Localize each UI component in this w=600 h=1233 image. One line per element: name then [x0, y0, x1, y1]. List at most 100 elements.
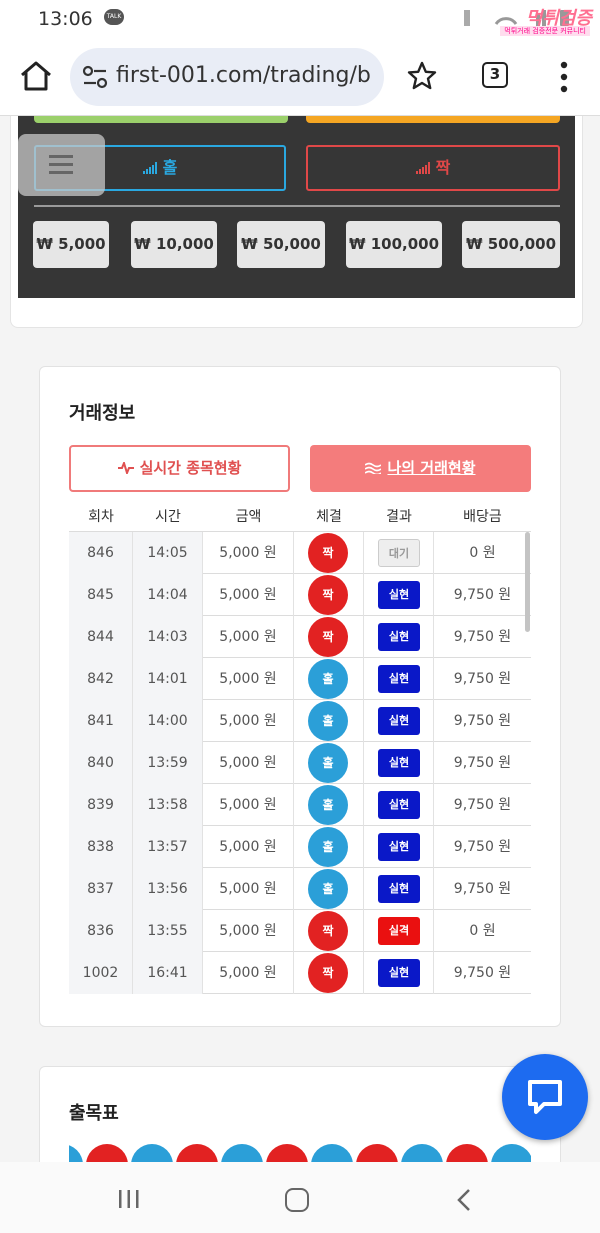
result-badge: 실현: [378, 959, 420, 987]
result-dot: [69, 1144, 83, 1162]
cell-time: 13:56: [133, 868, 203, 910]
even-bet-button[interactable]: 짝: [306, 145, 560, 191]
nav-home-icon[interactable]: [285, 1188, 309, 1212]
chat-button[interactable]: [502, 1054, 588, 1140]
pick-ball: 짝: [308, 533, 348, 573]
cell-payout: 9,750 원: [453, 629, 512, 645]
table-row: 844 14:03 5,000 원 짝 실현 9,750 원: [69, 616, 531, 658]
result-dot: [446, 1144, 488, 1162]
cell-round: 839: [69, 784, 133, 826]
col-round: 회차: [88, 509, 114, 525]
cell-time: 14:00: [133, 700, 203, 742]
cell-time: 14:04: [133, 574, 203, 616]
green-bar: [34, 116, 288, 123]
cell-amount: 5,000 원: [203, 952, 294, 994]
amount-button-5000[interactable]: ₩ 5,000: [33, 221, 109, 268]
cell-time: 13:59: [133, 742, 203, 784]
more-menu-icon[interactable]: [556, 60, 572, 94]
cell-result: 실현: [364, 616, 434, 658]
recent-apps-icon[interactable]: [118, 1189, 140, 1209]
browser-toolbar: first-001.com/trading/b 3: [0, 38, 600, 116]
table-row: 1002 16:41 5,000 원 짝 실현 9,750 원: [69, 952, 531, 994]
amount-button-100000[interactable]: ₩ 100,000: [346, 221, 442, 268]
tab-switcher-button[interactable]: 3: [482, 62, 508, 88]
cell-pick: 짝: [294, 952, 364, 994]
trade-table[interactable]: 846 14:05 5,000 원 짝 대기 0 원 845 14:04 5,000 원 짝 실현 9…: [69, 531, 531, 996]
back-icon[interactable]: [456, 1188, 472, 1212]
cell-result: 실현: [364, 742, 434, 784]
table-row: 836 13:55 5,000 원 짝 실격 0 원: [69, 910, 531, 952]
cell-round: 842: [69, 658, 133, 700]
cell-time: 13:55: [133, 910, 203, 952]
amount-button-500000[interactable]: ₩ 500,000: [462, 221, 560, 268]
cell-payout: 0 원: [469, 545, 496, 561]
cell-round: 837: [69, 868, 133, 910]
cell-time: 14:05: [133, 532, 203, 574]
kakaotalk-icon: TALK: [104, 9, 124, 25]
bookmark-star-icon[interactable]: [406, 60, 438, 92]
result-dot: [401, 1144, 443, 1162]
cell-round: 840: [69, 742, 133, 784]
cell-time: 16:41: [133, 952, 203, 994]
cell-payout: 9,750 원: [453, 671, 512, 687]
system-status-icons: [464, 10, 569, 26]
cell-pick: 짝: [294, 910, 364, 952]
cell-time: 14:01: [133, 658, 203, 700]
cell-payout: 9,750 원: [453, 587, 512, 603]
result-badge: 실현: [378, 665, 420, 693]
tab-live-label: 실시간 종목현황: [139, 459, 242, 477]
url-text[interactable]: first-001.com/trading/b: [116, 63, 371, 88]
cell-time: 13:57: [133, 826, 203, 868]
cell-pick: 홀: [294, 826, 364, 868]
cell-payout: 9,750 원: [453, 797, 512, 813]
cell-result: 실현: [364, 784, 434, 826]
cell-pick: 짝: [294, 574, 364, 616]
result-dot: [131, 1144, 173, 1162]
table-row: 846 14:05 5,000 원 짝 대기 0 원: [69, 532, 531, 574]
result-chart-title: 출목표: [69, 1103, 119, 1124]
table-row: 841 14:00 5,000 원 홀 실현 9,750 원: [69, 700, 531, 742]
android-nav-bar: [0, 1162, 600, 1233]
cell-round: 846: [69, 532, 133, 574]
result-badge: 실현: [378, 581, 420, 609]
table-scrollbar[interactable]: [525, 532, 530, 632]
result-dot: [176, 1144, 218, 1162]
signal-icon: [415, 162, 430, 174]
col-pick: 체결: [316, 509, 342, 525]
site-settings-icon[interactable]: [82, 65, 108, 89]
watermark-subtitle: 먹튀거래 검증전문 커뮤니티: [500, 26, 590, 36]
amount-button-10000[interactable]: ₩ 10,000: [131, 221, 217, 268]
watermark-logo: 먹튀검증: [525, 8, 592, 29]
cell-payout: 0 원: [469, 923, 496, 939]
pick-ball: 짝: [308, 617, 348, 657]
cell-round: 1002: [69, 952, 133, 994]
result-dot: [491, 1144, 531, 1162]
orange-bar: [306, 116, 560, 123]
table-row: 837 13:56 5,000 원 홀 실현 9,750 원: [69, 868, 531, 910]
hamburger-menu-icon[interactable]: [18, 134, 105, 196]
result-badge: 실현: [378, 875, 420, 903]
odd-bet-label: 홀: [162, 158, 178, 177]
cell-pick: 짝: [294, 532, 364, 574]
trade-info-title: 거래정보: [69, 403, 136, 424]
tab-my-trades[interactable]: 나의 거래현황: [310, 445, 531, 492]
pick-ball: 짝: [308, 911, 348, 951]
cell-time: 13:58: [133, 784, 203, 826]
cell-result: 실현: [364, 658, 434, 700]
pick-ball: 홀: [308, 827, 348, 867]
cell-amount: 5,000 원: [203, 868, 294, 910]
address-bar[interactable]: first-001.com/trading/b: [70, 48, 384, 106]
col-payout: 배당금: [463, 509, 502, 525]
tab-mine-label: 나의 거래현황: [387, 459, 476, 477]
cell-pick: 홀: [294, 658, 364, 700]
amount-button-50000[interactable]: ₩ 50,000: [237, 221, 325, 268]
table-row: 839 13:58 5,000 원 홀 실현 9,750 원: [69, 784, 531, 826]
result-badge: 대기: [378, 539, 420, 567]
cell-amount: 5,000 원: [203, 700, 294, 742]
home-icon[interactable]: [18, 60, 54, 92]
pick-ball: 홀: [308, 869, 348, 909]
pulse-icon: [117, 462, 134, 474]
table-header: 회차 시간 금액 체결 결과 배당금: [69, 506, 531, 530]
tab-live-status[interactable]: 실시간 종목현황: [69, 445, 290, 492]
cell-pick: 홀: [294, 868, 364, 910]
